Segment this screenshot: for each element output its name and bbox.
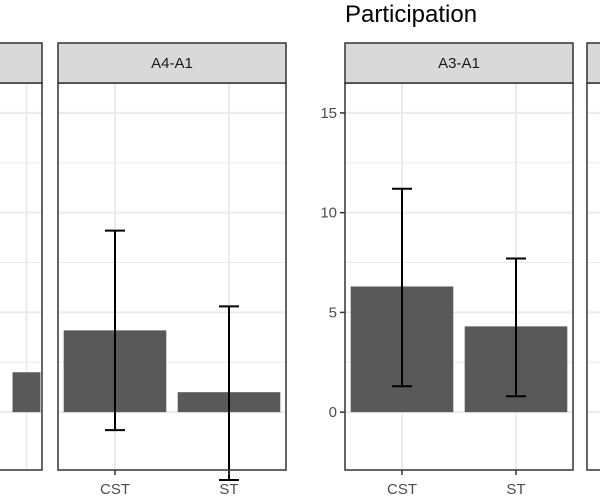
y-tick-label: 0 [329,404,337,421]
facet-strip [344,42,574,84]
y-tick-label: 15 [320,105,337,122]
bar-st [12,372,41,413]
facet-panel: A3-A1 CST ST 0 5 10 15 [320,42,574,498]
x-tick-label: ST [219,481,238,498]
y-tick-label: 10 [320,205,337,222]
chart-title: Participation [345,1,477,28]
facet-panel [0,42,43,471]
facet-strip-label: A4-A1 [151,55,193,72]
facet-strip [586,42,600,84]
y-tick-label: 5 [329,304,337,321]
x-tick-label: ST [506,481,525,498]
x-tick-label: CST [387,481,417,498]
facet-strip-label: A3-A1 [438,55,480,72]
x-tick-label: CST [100,481,130,498]
panel-background [587,83,600,470]
panel-border [586,82,600,471]
facet-panel: A4-A1 CST ST [57,42,287,498]
facet-strip [0,42,43,84]
facet-strip [57,42,287,84]
facet-panel [586,42,600,471]
